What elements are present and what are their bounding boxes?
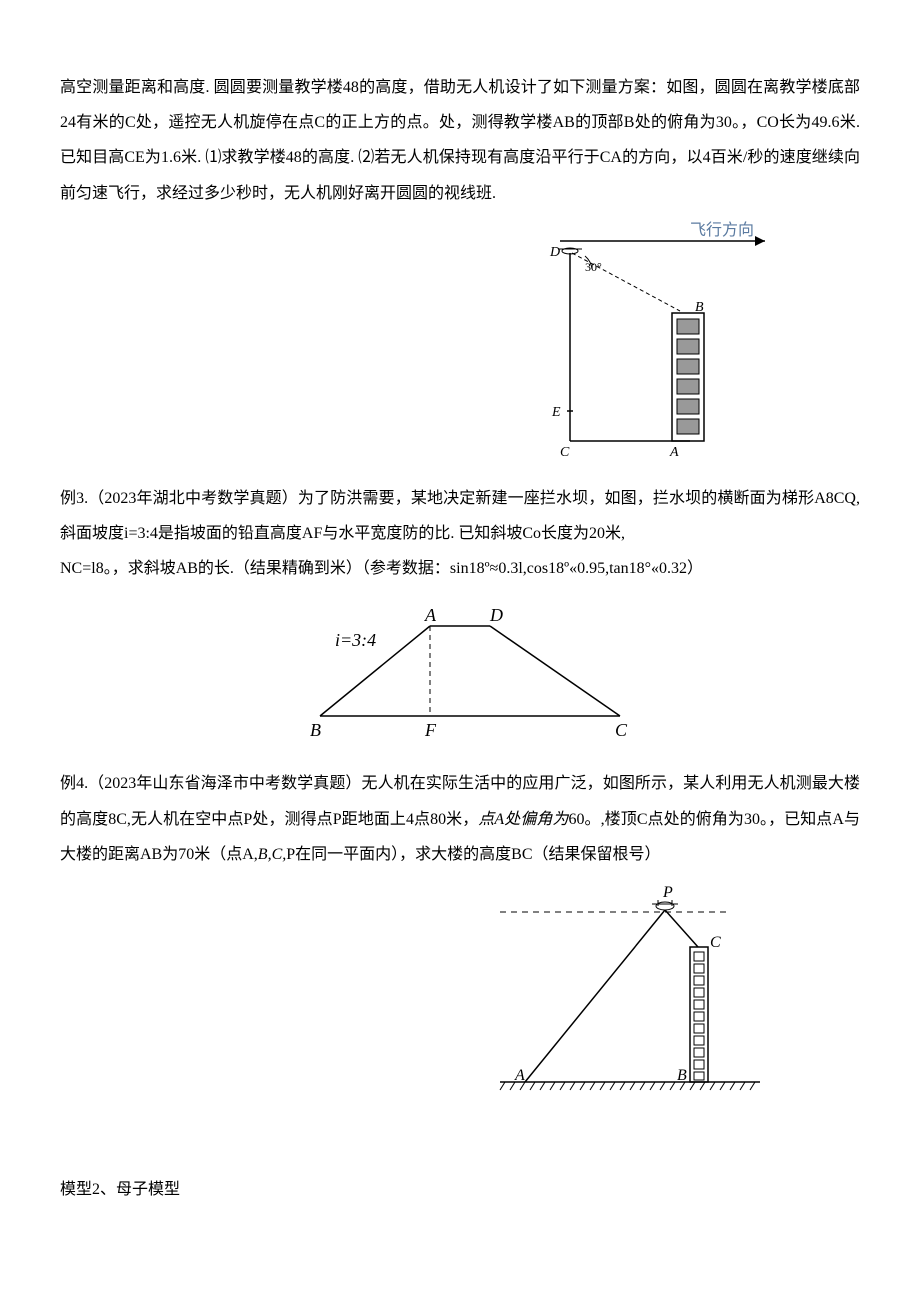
fig2-A: A xyxy=(424,605,437,625)
fig1-A: A xyxy=(669,445,679,460)
figure-2: A D B F C i=3:4 xyxy=(60,596,860,746)
fig1-C: C xyxy=(560,445,570,460)
fig1-D: D xyxy=(549,245,560,260)
p4-e: P在同一平面内），求大楼的高度BC（结果保留根号） xyxy=(286,846,660,863)
figure-3: P xyxy=(60,882,860,1112)
fig2-C: C xyxy=(615,720,628,740)
fig3-P: P xyxy=(662,884,673,901)
problem-3-text-b: NC=l8。，求斜坡AB的长.（结果精确到米）（参考数据：sin18º≈0.3l… xyxy=(60,551,860,586)
p4-d: B,C, xyxy=(258,846,286,863)
problem-2-text: 高空测量距离和高度. 圆圆要测量教学楼48的高度，借助无人机设计了如下测量方案：… xyxy=(60,70,860,211)
fig2-B: B xyxy=(310,720,321,740)
flight-label: 飞行方向 xyxy=(690,221,754,239)
figure-1: 飞行方向 D 30° E C A B xyxy=(60,221,860,461)
fig2-slope: i=3:4 xyxy=(335,630,376,650)
problem-4-text: 例4.（2023年山东省海泽市中考数学真题）无人机在实际生活中的应用广泛，如图所… xyxy=(60,766,860,872)
fig1-angle: 30° xyxy=(585,260,602,274)
fig3-A: A xyxy=(514,1067,525,1084)
fig1-E: E xyxy=(551,405,561,420)
fig2-D: D xyxy=(489,605,503,625)
fig2-F: F xyxy=(424,720,437,740)
problem-3-text-a: 例3.（2023年湖北中考数学真题）为了防洪需要，某地决定新建一座拦水坝，如图，… xyxy=(60,481,860,551)
p4-b: 点A处偏角为 xyxy=(478,811,568,828)
drone-icon-p xyxy=(652,900,678,910)
fig3-B: B xyxy=(677,1067,687,1084)
fig3-C: C xyxy=(710,934,721,951)
section-label: 模型2、母子模型 xyxy=(60,1172,860,1207)
